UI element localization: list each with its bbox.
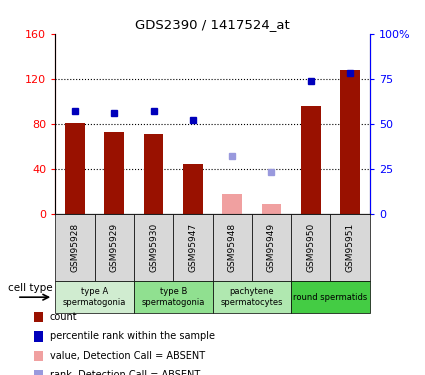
Text: GSM95949: GSM95949 [267, 223, 276, 272]
Text: GSM95951: GSM95951 [346, 223, 354, 272]
Text: pachytene
spermatocytes: pachytene spermatocytes [221, 288, 283, 307]
Text: cell type: cell type [8, 283, 53, 293]
Text: GSM95950: GSM95950 [306, 223, 315, 272]
Text: round spermatids: round spermatids [293, 292, 368, 302]
Bar [262, 204, 281, 214]
Text: rank, Detection Call = ABSENT: rank, Detection Call = ABSENT [50, 370, 200, 375]
Text: GSM95948: GSM95948 [228, 223, 237, 272]
Text: value, Detection Call = ABSENT: value, Detection Call = ABSENT [50, 351, 205, 361]
Text: type A
spermatogonia: type A spermatogonia [63, 288, 126, 307]
Text: count: count [50, 312, 77, 322]
Text: GSM95929: GSM95929 [110, 223, 119, 272]
Title: GDS2390 / 1417524_at: GDS2390 / 1417524_at [135, 18, 290, 31]
Text: GSM95947: GSM95947 [188, 223, 197, 272]
Bar [340, 70, 360, 214]
Text: type B
spermatogonia: type B spermatogonia [142, 288, 205, 307]
Bar [105, 132, 124, 214]
Text: percentile rank within the sample: percentile rank within the sample [50, 332, 215, 341]
Bar [65, 123, 85, 214]
Text: GSM95928: GSM95928 [71, 223, 79, 272]
Bar [144, 134, 163, 214]
Bar [222, 194, 242, 214]
Bar [183, 164, 203, 214]
Text: GSM95930: GSM95930 [149, 223, 158, 272]
Bar [301, 106, 320, 214]
